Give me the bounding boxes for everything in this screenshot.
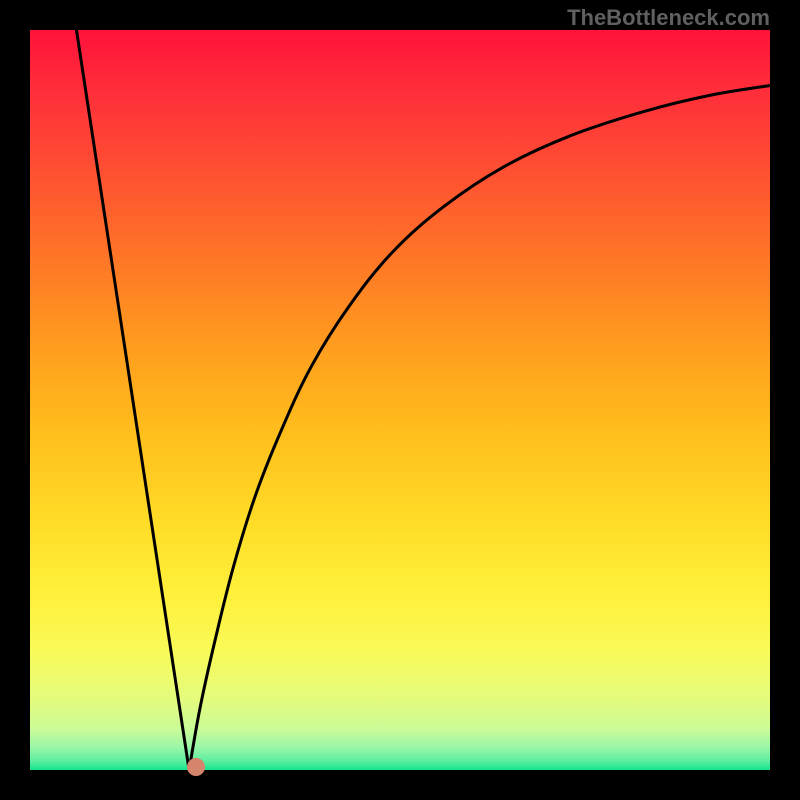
watermark-text: TheBottleneck.com bbox=[567, 5, 770, 31]
plot-gradient-background bbox=[30, 30, 770, 770]
optimum-marker-dot bbox=[187, 758, 205, 776]
chart-container: TheBottleneck.com bbox=[0, 0, 800, 800]
